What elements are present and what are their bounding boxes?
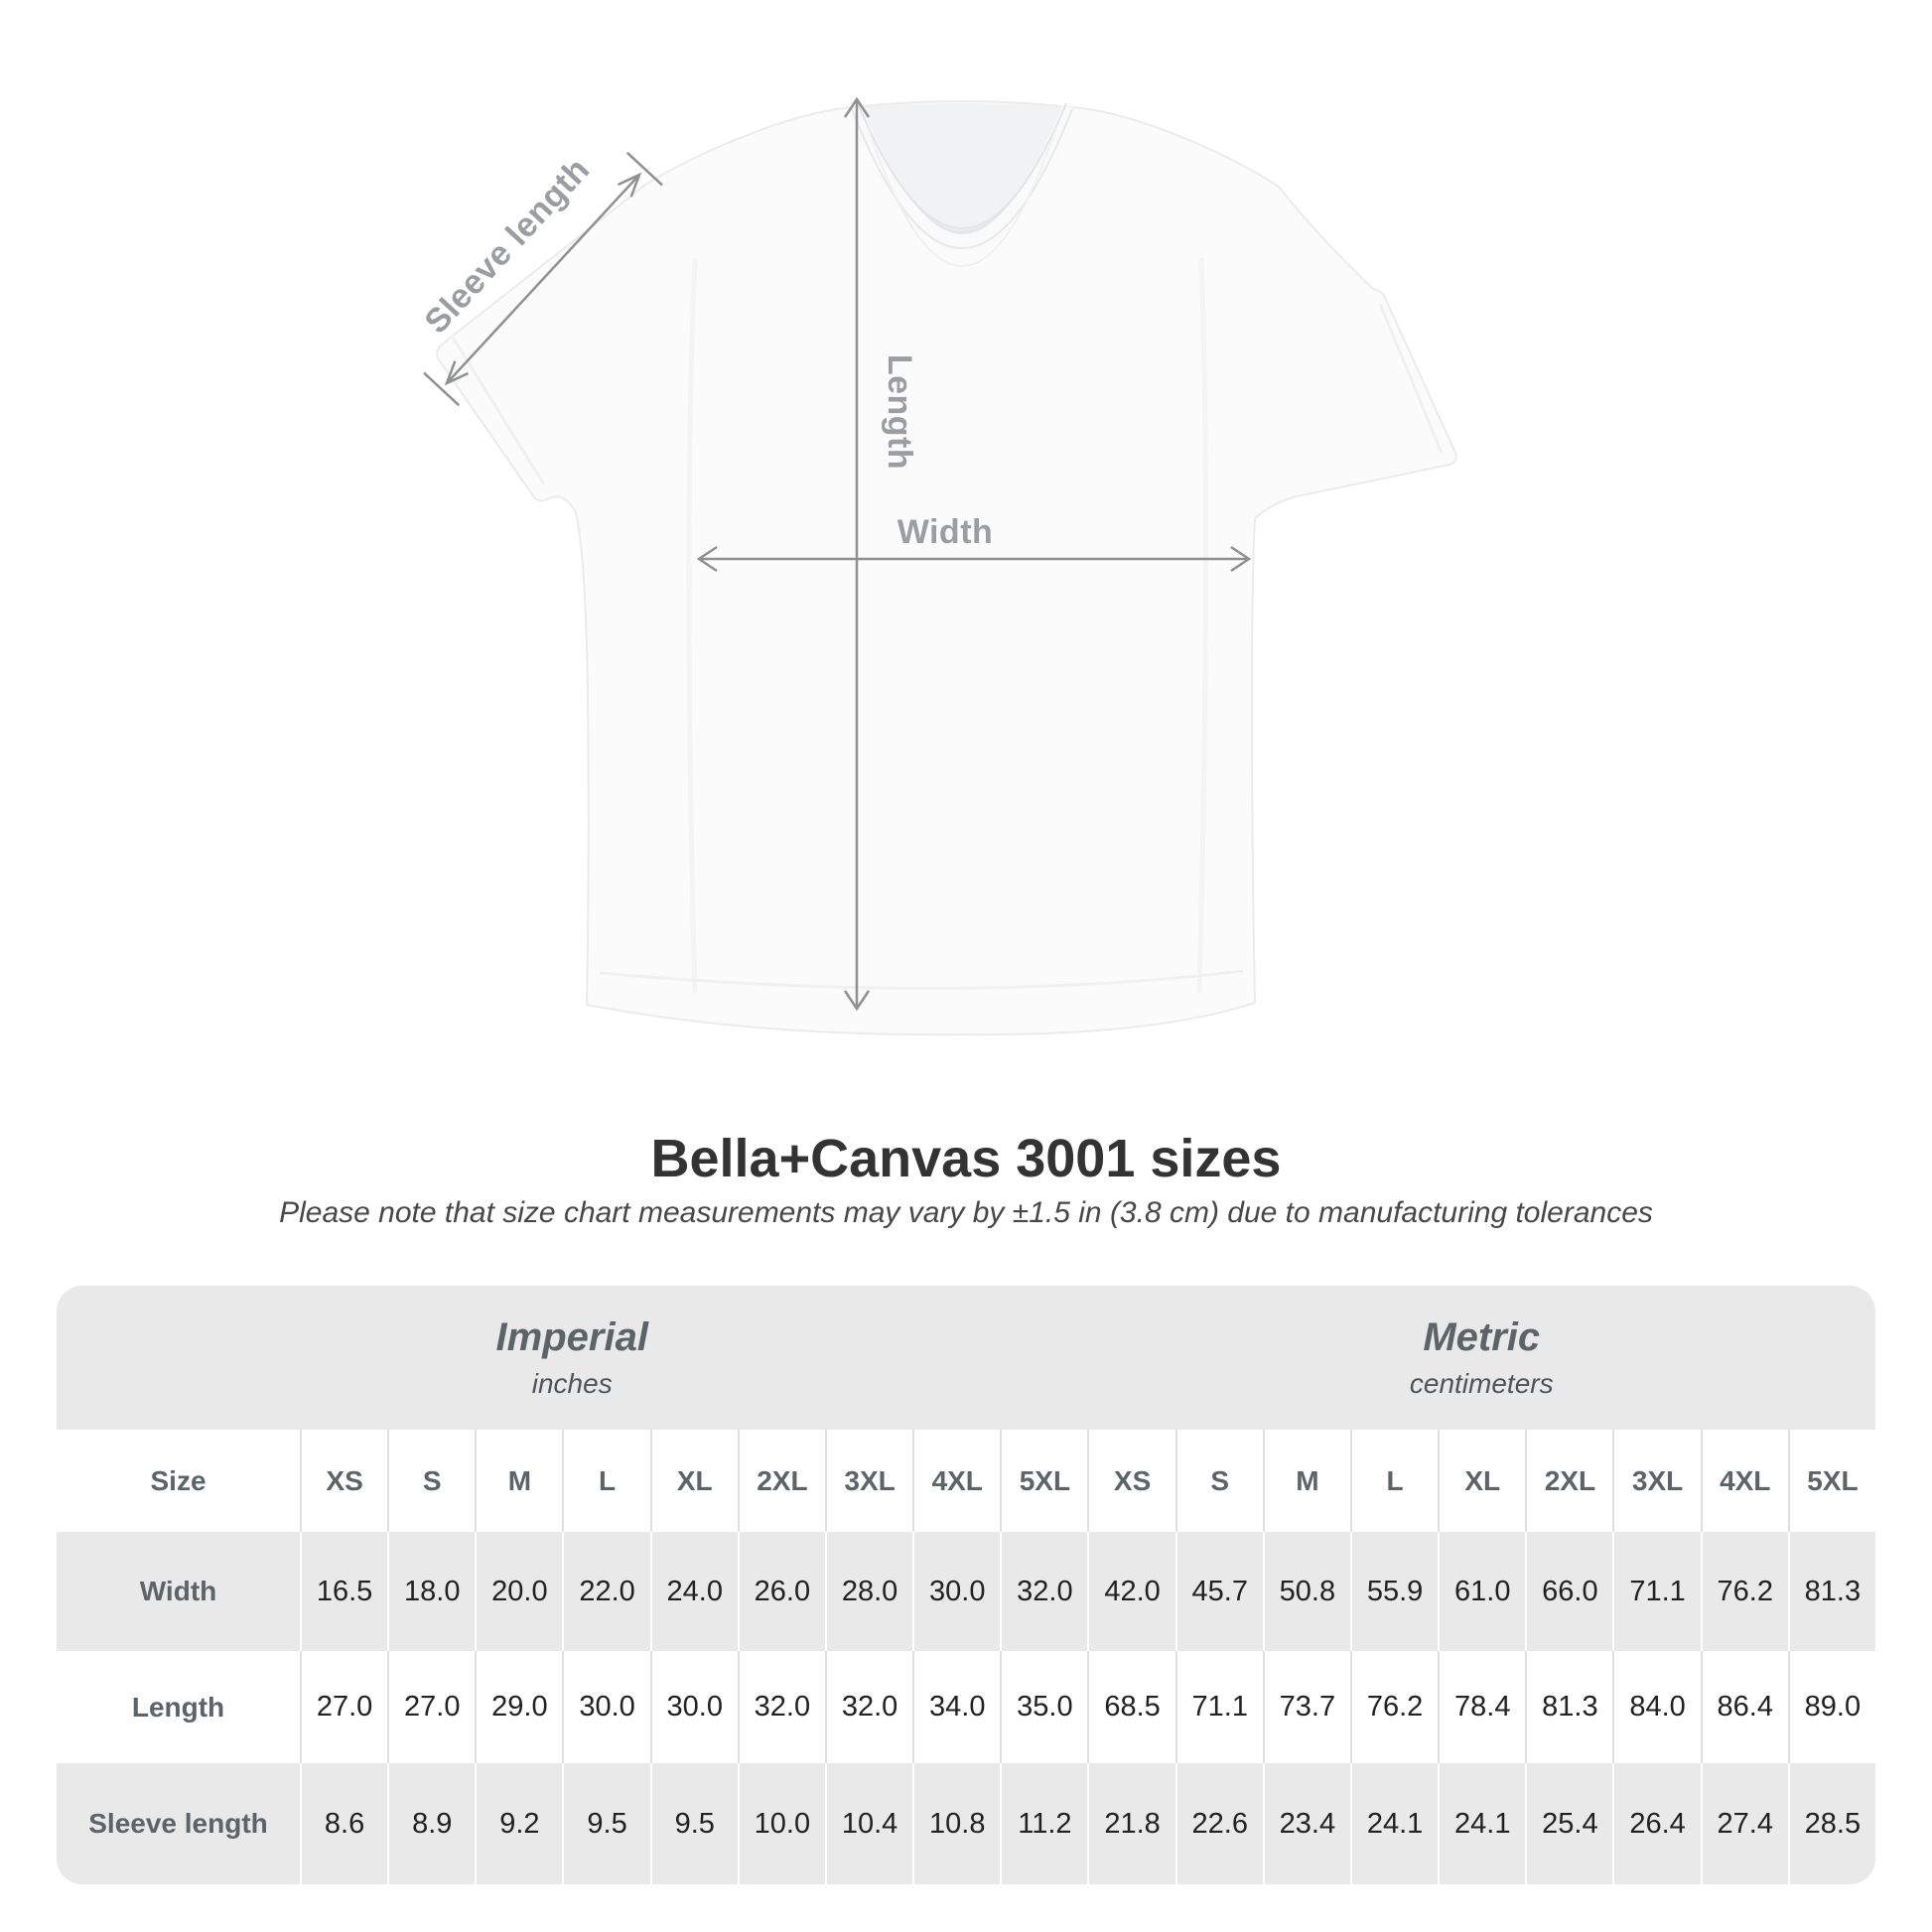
cell-imperial: 22.0 [562, 1532, 650, 1651]
metric-name: Metric [1423, 1315, 1541, 1359]
cell-imperial: 30.0 [649, 1651, 738, 1763]
cell-imperial: 9.5 [649, 1763, 738, 1884]
cell-metric: 27.4 [1700, 1763, 1788, 1884]
tshirt-diagram-svg: Sleeve length Length Width [417, 96, 1457, 1036]
size-header-metric-2xl: 2XL [1525, 1430, 1613, 1532]
size-header-imperial-3xl: 3XL [824, 1430, 913, 1532]
size-header-metric-5xl: 5XL [1787, 1430, 1875, 1532]
cell-metric: 26.4 [1612, 1763, 1701, 1884]
cell-imperial: 18.0 [387, 1532, 476, 1651]
cell-imperial: 20.0 [475, 1532, 563, 1651]
cell-metric: 25.4 [1525, 1763, 1613, 1884]
cell-imperial: 28.0 [824, 1532, 913, 1651]
tshirt-image [436, 100, 1457, 1036]
length-arrow [843, 96, 871, 1012]
cell-imperial: 24.0 [649, 1532, 738, 1651]
sleeve-length-arrow [423, 151, 663, 407]
cell-imperial: 10.4 [824, 1763, 913, 1884]
row-label: Sleeve length [57, 1763, 300, 1884]
cell-imperial: 27.0 [387, 1651, 476, 1763]
size-header-imperial-5xl: 5XL [1000, 1430, 1088, 1532]
cell-metric: 28.5 [1787, 1763, 1875, 1884]
cell-metric: 73.7 [1262, 1651, 1350, 1763]
cell-imperial: 32.0 [824, 1651, 913, 1763]
size-header-metric-xs: XS [1087, 1430, 1175, 1532]
cell-metric: 81.3 [1787, 1532, 1875, 1651]
cell-metric: 84.0 [1612, 1651, 1701, 1763]
cell-metric: 21.8 [1087, 1763, 1175, 1884]
cell-metric: 76.2 [1700, 1532, 1788, 1651]
size-header-imperial-xl: XL [649, 1430, 738, 1532]
width-label: Width [897, 513, 994, 551]
width-arrow [696, 545, 1252, 573]
cell-metric: 66.0 [1525, 1532, 1613, 1651]
cell-imperial: 11.2 [1000, 1763, 1088, 1884]
cell-imperial: 9.5 [562, 1763, 650, 1884]
cell-metric: 78.4 [1438, 1651, 1526, 1763]
cell-metric: 89.0 [1787, 1651, 1875, 1763]
tolerance-note: Please note that size chart measurements… [279, 1196, 1653, 1229]
cell-imperial: 16.5 [300, 1532, 388, 1651]
size-header-imperial-s: S [387, 1430, 476, 1532]
cell-metric: 61.0 [1438, 1532, 1526, 1651]
imperial-name: Imperial [495, 1315, 648, 1359]
measurement-arrows [423, 96, 1252, 1012]
cell-metric: 45.7 [1174, 1532, 1263, 1651]
cell-imperial: 8.6 [300, 1763, 388, 1884]
size-header-imperial-4xl: 4XL [912, 1430, 1001, 1532]
cell-imperial: 30.0 [562, 1651, 650, 1763]
tshirt-figure: Sleeve length Length Width [417, 96, 1457, 1036]
cell-imperial: 29.0 [475, 1651, 563, 1763]
size-header-imperial-m: M [475, 1430, 563, 1532]
cell-metric: 22.6 [1174, 1763, 1263, 1884]
cell-imperial: 9.2 [475, 1763, 563, 1884]
tshirt-collar [846, 102, 1078, 267]
size-column-header: Size [57, 1430, 300, 1532]
cell-metric: 42.0 [1087, 1532, 1175, 1651]
cell-imperial: 27.0 [300, 1651, 388, 1763]
size-header-imperial-l: L [562, 1430, 650, 1532]
cell-imperial: 35.0 [1000, 1651, 1088, 1763]
cell-imperial: 30.0 [912, 1532, 1001, 1651]
size-header-metric-l: L [1349, 1430, 1439, 1532]
cell-imperial: 8.9 [387, 1763, 476, 1884]
size-header-metric-3xl: 3XL [1612, 1430, 1701, 1532]
cell-metric: 24.1 [1349, 1763, 1439, 1884]
cell-metric: 55.9 [1349, 1532, 1439, 1651]
size-header-metric-s: S [1174, 1430, 1263, 1532]
cell-metric: 24.1 [1438, 1763, 1526, 1884]
size-table: Imperial inches Metric centimeters Size X… [57, 1286, 1875, 1884]
size-header-metric-xl: XL [1438, 1430, 1526, 1532]
size-header-imperial-xs: XS [300, 1430, 388, 1532]
cell-metric: 86.4 [1700, 1651, 1788, 1763]
size-table-grid: Imperial inches Metric centimeters Size X… [57, 1286, 1875, 1884]
cell-metric: 71.1 [1612, 1532, 1701, 1651]
cell-metric: 68.5 [1087, 1651, 1175, 1763]
cell-imperial: 32.0 [1000, 1532, 1088, 1651]
size-header-metric-m: M [1262, 1430, 1350, 1532]
imperial-unit: inches [531, 1368, 613, 1399]
size-header-metric-4xl: 4XL [1700, 1430, 1788, 1532]
imperial-header: Imperial inches [57, 1286, 1087, 1430]
metric-header: Metric centimeters [1087, 1286, 1875, 1430]
cell-imperial: 10.8 [912, 1763, 1001, 1884]
cell-metric: 50.8 [1262, 1532, 1350, 1651]
cell-imperial: 26.0 [737, 1532, 825, 1651]
cell-metric: 23.4 [1262, 1763, 1350, 1884]
cell-imperial: 32.0 [737, 1651, 825, 1763]
row-label: Width [57, 1532, 300, 1651]
row-label: Length [57, 1651, 300, 1763]
length-label: Length [881, 354, 918, 470]
cell-imperial: 34.0 [912, 1651, 1001, 1763]
cell-metric: 81.3 [1525, 1651, 1613, 1763]
page-title: Bella+Canvas 3001 sizes [650, 1129, 1282, 1188]
cell-imperial: 10.0 [737, 1763, 825, 1884]
cell-metric: 71.1 [1174, 1651, 1263, 1763]
size-header-imperial-2xl: 2XL [737, 1430, 825, 1532]
metric-unit: centimeters [1409, 1368, 1554, 1399]
cell-metric: 76.2 [1349, 1651, 1439, 1763]
